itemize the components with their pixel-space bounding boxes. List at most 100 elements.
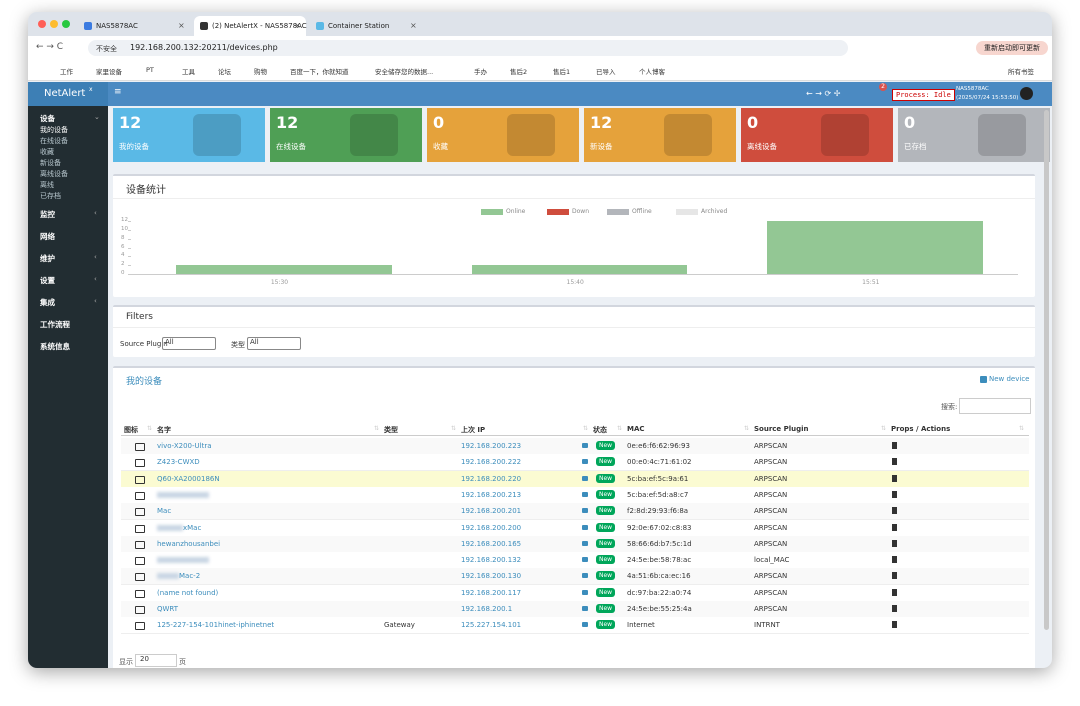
notification-badge[interactable]: 2 (879, 83, 887, 91)
bookmark[interactable]: 工作 (60, 68, 73, 76)
avatar[interactable] (1020, 87, 1033, 100)
search-input[interactable] (959, 398, 1031, 414)
window-button[interactable] (50, 20, 58, 28)
delete-icon[interactable] (892, 539, 897, 547)
bookmark[interactable]: 百度一下，你就知道 (290, 68, 349, 76)
delete-icon[interactable] (892, 474, 897, 482)
device-ip[interactable]: 192.168.200.223 (461, 442, 522, 450)
bookmark[interactable]: 个人博客 (639, 68, 665, 76)
bookmark[interactable]: 工具 (182, 68, 195, 76)
device-name[interactable]: 125-227-154-101hinet-iphinetnet (157, 621, 275, 630)
device-name[interactable]: Z423-CWXD (157, 458, 200, 467)
sidebar-subitem[interactable]: 离线 (40, 181, 54, 189)
column-header[interactable]: 图标 (124, 426, 138, 434)
stat-card[interactable]: 12 新设备 (584, 108, 736, 162)
delete-icon[interactable] (892, 556, 897, 564)
window-button[interactable] (38, 20, 46, 28)
delete-icon[interactable] (892, 523, 897, 531)
bookmark[interactable]: 安全储存您的数据... (375, 68, 434, 76)
header-nav[interactable]: ← → ⟳ ✢ (806, 89, 841, 98)
all-bookmarks[interactable]: 所有书签 (1008, 68, 1034, 76)
device-ip[interactable]: 192.168.200.201 (461, 507, 522, 516)
y-tick-label: 8 (121, 234, 125, 241)
device-name[interactable]: vivo-X200-Ultra (157, 442, 212, 450)
sidebar-item[interactable]: 系统信息 (40, 342, 70, 351)
device-ip[interactable]: 192.168.200.220 (461, 474, 522, 483)
column-header[interactable]: 名字 (157, 426, 171, 434)
bookmark[interactable]: 已导入 (596, 68, 616, 76)
sidebar-subitem[interactable]: 已存档 (40, 192, 61, 200)
column-header[interactable]: Source Plugin (754, 425, 809, 433)
delete-icon[interactable] (892, 507, 897, 515)
sidebar-item[interactable]: 网络 (40, 232, 55, 241)
device-name[interactable]: Mac-2 (179, 572, 201, 581)
delete-icon[interactable] (892, 605, 897, 612)
address-bar[interactable]: 不安全 192.168.200.132:20211/devices.php (88, 40, 848, 56)
sidebar-item[interactable]: 设备 (40, 114, 55, 123)
sidebar-item[interactable]: 工作流程 (40, 320, 70, 329)
nav-buttons[interactable]: ← → C (36, 42, 64, 52)
new-device-link[interactable]: New device (989, 375, 1030, 383)
bookmark[interactable]: 手办 (474, 68, 487, 76)
update-button[interactable]: 重新启动即可更新 (976, 41, 1048, 55)
tab[interactable]: NAS5878AC × (78, 16, 190, 36)
stat-card[interactable]: 12 我的设备 (113, 108, 265, 162)
stat-card[interactable]: 0 收藏 (427, 108, 579, 162)
sidebar-subitem[interactable]: 在线设备 (40, 137, 68, 145)
device-ip[interactable]: 125.227.154.101 (461, 621, 522, 630)
sidebar-subitem[interactable]: 新设备 (40, 159, 61, 167)
device-name[interactable]: hewanzhousanbei (157, 539, 221, 548)
column-header[interactable]: 类型 (384, 426, 398, 434)
sidebar-item[interactable]: 监控 (40, 210, 55, 219)
tab[interactable]: (2) NetAlertX - NAS5878AC × (194, 16, 307, 36)
browser-window: NAS5878AC × (2) NetAlertX - NAS5878AC × Cont… (28, 12, 1052, 668)
bookmark[interactable]: 购物 (254, 68, 267, 76)
table-row[interactable] (121, 617, 1029, 635)
device-ip[interactable]: 192.168.200.165 (461, 539, 522, 548)
delete-icon[interactable] (892, 442, 897, 449)
delete-icon[interactable] (892, 458, 897, 466)
filter-select[interactable]: All (247, 337, 301, 350)
delete-icon[interactable] (892, 621, 897, 629)
sidebar-item[interactable]: 设置 (40, 276, 55, 285)
device-name[interactable]: Mac (157, 507, 172, 516)
bookmark[interactable]: PT (146, 66, 154, 74)
new-device-icon[interactable] (980, 376, 987, 383)
sidebar-item[interactable]: 维护 (40, 254, 55, 263)
column-header[interactable]: MAC (627, 425, 645, 433)
device-ip[interactable]: 192.168.200.132 (461, 556, 522, 565)
delete-icon[interactable] (892, 490, 897, 498)
column-header[interactable]: 上次 IP (461, 426, 486, 434)
device-ip[interactable]: 192.168.200.222 (461, 458, 522, 467)
device-name[interactable]: xMac (183, 523, 202, 532)
bookmark[interactable]: 论坛 (218, 68, 231, 76)
device-ip[interactable]: 192.168.200.200 (461, 523, 522, 532)
stat-card[interactable]: 0 离线设备 (741, 108, 893, 162)
bookmark[interactable]: 售后2 (510, 68, 528, 76)
menu-toggle[interactable]: ≡ (114, 87, 122, 97)
device-ip[interactable]: 192.168.200.130 (461, 572, 522, 581)
column-header[interactable]: Props / Actions (891, 425, 951, 433)
stat-card[interactable]: 0 已存档 (898, 108, 1050, 162)
stat-card[interactable]: 12 在线设备 (270, 108, 422, 162)
page-size-select[interactable]: 20 (135, 654, 177, 667)
sidebar-item[interactable]: 集成 (40, 298, 55, 307)
tab[interactable]: Container Station × (310, 16, 422, 36)
sidebar-subitem[interactable]: 我的设备 (40, 126, 68, 134)
sidebar-subitem[interactable]: 离线设备 (40, 170, 68, 178)
column-header[interactable]: 状态 (593, 426, 607, 434)
window-button[interactable] (62, 20, 70, 28)
device-ip[interactable]: 192.168.200.1 (461, 605, 513, 613)
device-name[interactable]: QWRT (157, 605, 179, 613)
delete-icon[interactable] (892, 588, 897, 596)
device-ip[interactable]: 192.168.200.117 (461, 588, 522, 597)
device-name[interactable]: (name not found) (157, 588, 219, 597)
device-name[interactable]: Q60-XA2000186N (157, 474, 220, 483)
sidebar-subitem[interactable]: 收藏 (40, 148, 54, 156)
bookmark[interactable]: 售后1 (553, 68, 571, 76)
filter-select[interactable]: All (162, 337, 216, 350)
delete-icon[interactable] (892, 572, 897, 580)
device-ip[interactable]: 192.168.200.213 (461, 490, 522, 499)
bookmark[interactable]: 家里设备 (96, 68, 122, 76)
lock-icon (582, 491, 588, 497)
